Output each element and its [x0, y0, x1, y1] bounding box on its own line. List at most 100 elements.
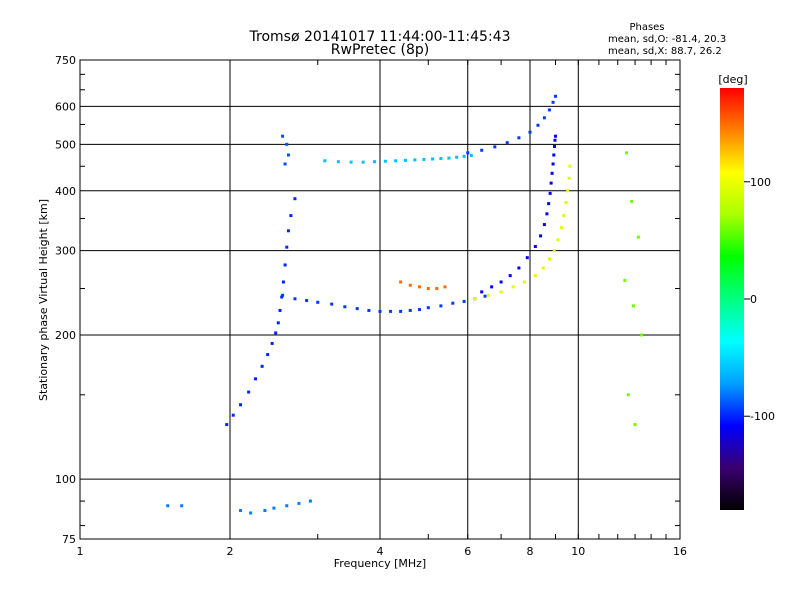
echo-point [361, 160, 365, 164]
echo-point [552, 249, 556, 253]
echo-point [630, 199, 634, 203]
echo-point [426, 306, 430, 310]
echo-point [281, 293, 285, 297]
colorbar-tick-label: -100 [750, 410, 775, 423]
echo-point [349, 160, 353, 164]
axis-ticks: 1 2 4 6 8 10 16 75 100 200 300 400 500 600 750 [55, 54, 687, 558]
echo-point [180, 504, 184, 508]
echo-point [542, 116, 546, 120]
echo-point [239, 509, 243, 513]
echo-point [550, 171, 554, 175]
echo-point [336, 160, 340, 164]
echo-point [553, 134, 557, 138]
echo-point [631, 304, 635, 308]
echo-point [435, 287, 439, 291]
echo-point [276, 321, 280, 325]
echo-point [443, 285, 447, 289]
echo-point [286, 153, 290, 157]
y-tick-label: 400 [55, 185, 76, 198]
echo-point [285, 142, 289, 146]
echo-point [525, 256, 529, 260]
echo-point [286, 229, 290, 233]
echo-point [533, 244, 537, 248]
echo-point [455, 155, 459, 159]
echo-point [247, 390, 251, 394]
chart-subtitle: RwPretec (8p) [331, 42, 429, 58]
echo-point [480, 290, 484, 294]
echo-point [511, 285, 515, 289]
echo-point [281, 280, 285, 284]
echo-point [539, 234, 543, 238]
grid [80, 60, 680, 539]
echo-point [469, 153, 473, 157]
echo-point [541, 266, 545, 270]
echo-point [297, 501, 301, 505]
echo-point [272, 506, 276, 510]
colorbar-label: [deg] [718, 73, 747, 86]
echo-point [553, 94, 557, 98]
echo-point [505, 141, 509, 145]
echo-point [462, 154, 466, 158]
colorbar [720, 88, 744, 510]
echo-point [431, 157, 435, 161]
echo-point [389, 309, 393, 313]
echo-point [417, 308, 421, 312]
echo-point [553, 138, 557, 142]
echo-point [270, 341, 274, 345]
echo-point [517, 136, 521, 140]
echo-point [547, 108, 551, 112]
echo-point [547, 257, 551, 261]
echo-point [280, 295, 284, 299]
echo-point [274, 331, 278, 335]
echo-point [408, 283, 412, 287]
echo-point [547, 202, 551, 206]
x-tick-label: 16 [673, 545, 687, 558]
echo-point [523, 280, 527, 284]
echo-point [249, 511, 253, 515]
echo-point [166, 504, 170, 508]
echo-point [330, 302, 334, 306]
echo-point [253, 377, 257, 381]
echo-point [566, 189, 570, 193]
echo-point [559, 226, 563, 230]
x-tick-label: 2 [227, 545, 234, 558]
echo-point [466, 151, 470, 155]
echo-point [636, 235, 640, 239]
echo-point [239, 403, 243, 407]
echo-point [394, 159, 398, 163]
echo-point [439, 157, 443, 161]
y-tick-label: 500 [55, 138, 76, 151]
echo-point [308, 499, 312, 503]
echo-point [533, 274, 537, 278]
y-tick-label: 100 [55, 473, 76, 486]
echo-point [451, 301, 455, 305]
echo-point [633, 423, 637, 427]
echo-point [293, 297, 297, 301]
echo-point [556, 238, 560, 242]
y-tick-label: 200 [55, 329, 76, 342]
x-axis-label: Frequency [MHz] [334, 557, 426, 570]
echo-point [508, 274, 512, 278]
echo-point [517, 266, 521, 270]
x-tick-label: 10 [571, 545, 585, 558]
echo-point [545, 212, 549, 216]
phases-o-stat: mean, sd,O: -81.4, 20.3 [608, 34, 726, 45]
echo-point [490, 285, 494, 289]
echo-point [281, 134, 285, 138]
echo-point [426, 287, 430, 291]
y-tick-label: 750 [55, 54, 76, 67]
echo-point [343, 305, 347, 309]
data-points [166, 94, 644, 515]
colorbar-tick-label: 100 [750, 176, 771, 189]
echo-point [399, 280, 403, 284]
echo-point [285, 245, 289, 249]
colorbar-ticks: 100 0 -100 [744, 176, 775, 423]
x-tick-label: 6 [464, 545, 471, 558]
echo-point [278, 308, 282, 312]
echo-point [480, 148, 484, 152]
echo-point [283, 162, 287, 166]
echo-point [413, 158, 417, 162]
echo-point [383, 159, 387, 163]
echo-point [564, 201, 568, 205]
